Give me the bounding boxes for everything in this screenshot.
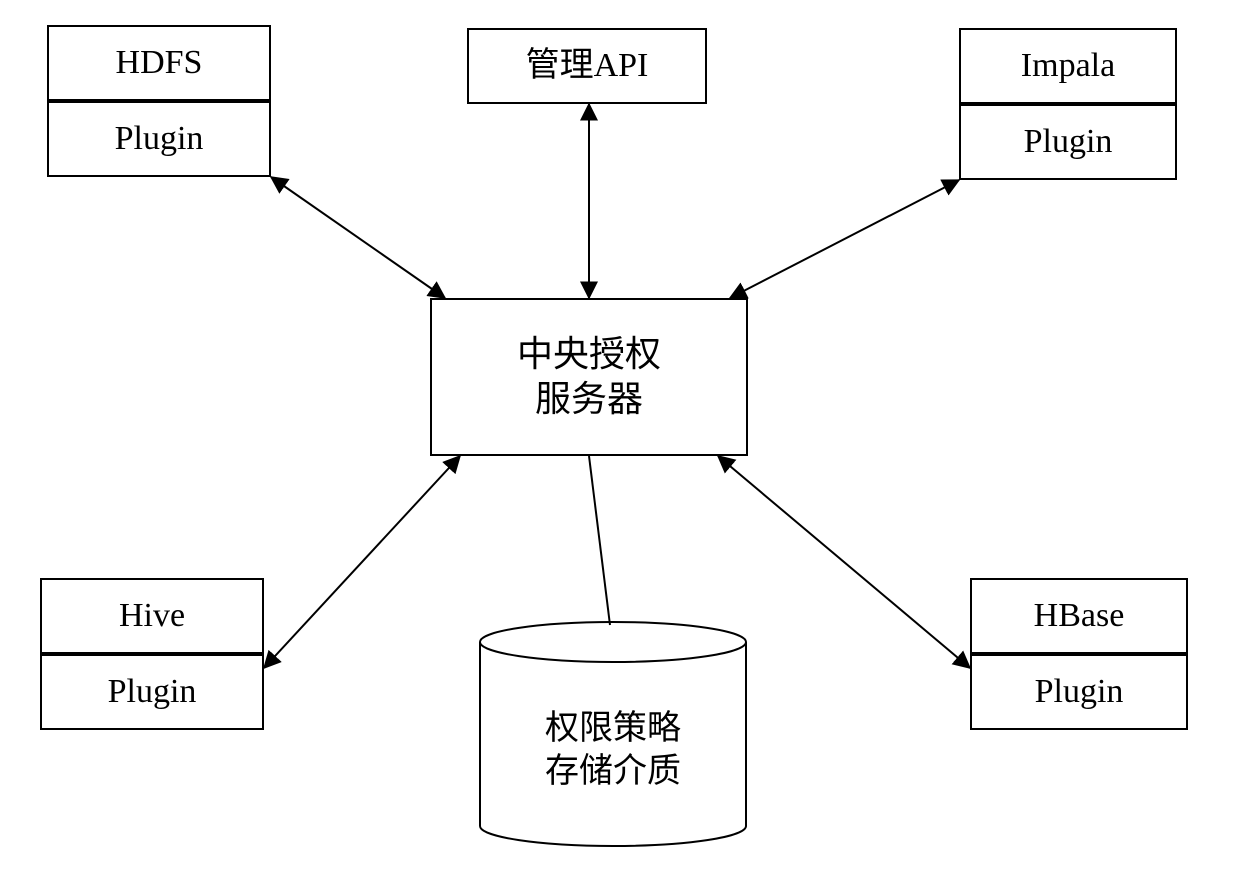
node-center-label-line2: 服务器 <box>535 379 643 419</box>
edge <box>718 456 970 668</box>
node-impala-plugin: Plugin <box>959 104 1177 180</box>
node-impala-plugin-label: Plugin <box>1024 123 1113 160</box>
node-cylinder-label-line1: 权限策略 <box>545 710 681 747</box>
node-api-label: 管理API <box>526 47 649 84</box>
node-hbase-plugin: Plugin <box>970 654 1188 730</box>
node-cylinder: 权限策略 存储介质 <box>478 620 748 850</box>
node-api: 管理API <box>467 28 707 104</box>
node-hdfs-plugin: Plugin <box>47 101 271 177</box>
node-hive: Hive <box>40 578 264 654</box>
node-hdfs-label: HDFS <box>116 44 203 81</box>
node-cylinder-label-line2: 存储介质 <box>545 753 681 790</box>
node-impala: Impala <box>959 28 1177 104</box>
node-impala-label: Impala <box>1021 47 1115 84</box>
node-hdfs-plugin-label: Plugin <box>115 120 204 157</box>
node-center: 中央授权 服务器 <box>430 298 748 456</box>
node-hive-plugin-label: Plugin <box>108 673 197 710</box>
node-center-label: 中央授权 服务器 <box>517 332 661 422</box>
node-hive-label: Hive <box>119 597 185 634</box>
edge <box>271 177 445 298</box>
node-center-label-line1: 中央授权 <box>517 334 661 374</box>
edge <box>264 456 460 668</box>
node-hbase-plugin-label: Plugin <box>1035 673 1124 710</box>
node-hbase-label: HBase <box>1034 597 1125 634</box>
node-cylinder-label: 权限策略 存储介质 <box>478 708 748 793</box>
edge <box>589 456 610 625</box>
edge <box>730 180 959 298</box>
diagram-canvas: HDFS Plugin 管理API Impala Plugin 中央授权 服务器… <box>0 0 1240 896</box>
node-hdfs: HDFS <box>47 25 271 101</box>
node-hive-plugin: Plugin <box>40 654 264 730</box>
node-hbase: HBase <box>970 578 1188 654</box>
